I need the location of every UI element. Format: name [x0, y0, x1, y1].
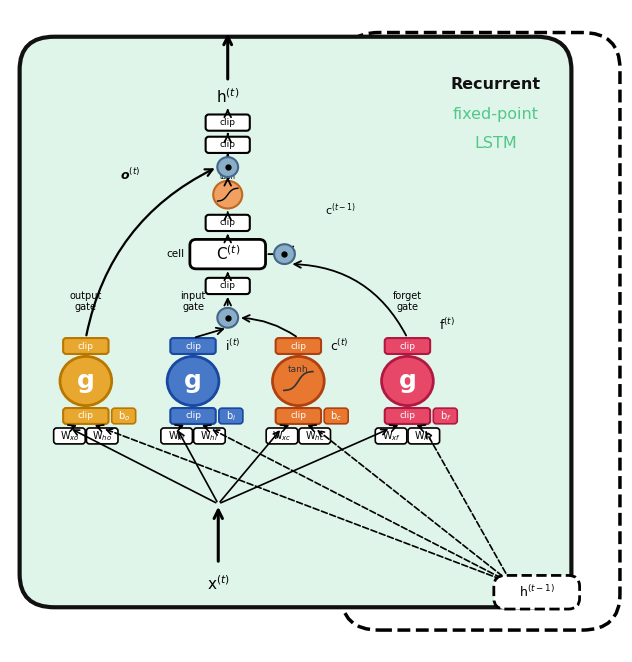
FancyBboxPatch shape	[205, 115, 250, 130]
Text: W$_{xo}$: W$_{xo}$	[59, 429, 79, 443]
Text: W$_{hc}$: W$_{hc}$	[305, 429, 325, 443]
Text: g: g	[399, 369, 416, 393]
Text: clip: clip	[185, 342, 201, 350]
Text: W$_{ho}$: W$_{ho}$	[92, 429, 112, 443]
Text: b$_c$: b$_c$	[331, 409, 342, 423]
Text: clip: clip	[290, 412, 307, 420]
Text: b$_o$: b$_o$	[118, 409, 130, 423]
FancyBboxPatch shape	[408, 428, 440, 444]
FancyBboxPatch shape	[63, 408, 109, 424]
FancyBboxPatch shape	[205, 137, 250, 153]
Text: Recurrent: Recurrent	[451, 77, 541, 92]
Circle shape	[213, 181, 242, 209]
FancyBboxPatch shape	[494, 575, 580, 609]
FancyBboxPatch shape	[266, 428, 298, 444]
FancyBboxPatch shape	[276, 338, 321, 354]
Circle shape	[272, 356, 324, 406]
Text: h$^{(t)}$: h$^{(t)}$	[216, 87, 240, 106]
FancyBboxPatch shape	[375, 428, 407, 444]
Text: clip: clip	[220, 140, 236, 150]
Text: c$^{(t-1)}$: c$^{(t-1)}$	[325, 201, 356, 218]
FancyBboxPatch shape	[324, 408, 348, 424]
Circle shape	[382, 356, 434, 406]
Text: clip: clip	[399, 342, 415, 350]
Text: f$^{(t)}$: f$^{(t)}$	[439, 317, 455, 333]
FancyBboxPatch shape	[276, 408, 321, 424]
FancyBboxPatch shape	[385, 408, 430, 424]
Text: output
gate: output gate	[70, 291, 102, 312]
Circle shape	[217, 308, 238, 328]
FancyBboxPatch shape	[171, 408, 216, 424]
FancyBboxPatch shape	[112, 408, 136, 424]
Text: o$^{(t)}$: o$^{(t)}$	[120, 167, 140, 183]
Text: forget
gate: forget gate	[393, 291, 422, 312]
Text: cell: cell	[167, 249, 185, 259]
Text: tanh: tanh	[220, 173, 236, 179]
FancyBboxPatch shape	[20, 36, 571, 607]
Text: b$_i$: b$_i$	[226, 409, 236, 423]
Text: clip: clip	[220, 118, 236, 127]
Text: g: g	[184, 369, 202, 393]
FancyBboxPatch shape	[161, 428, 192, 444]
Text: clip: clip	[185, 412, 201, 420]
Text: W$_{hf}$: W$_{hf}$	[414, 429, 434, 443]
Text: b$_f$: b$_f$	[439, 409, 451, 423]
FancyBboxPatch shape	[205, 214, 250, 231]
Text: clip: clip	[220, 281, 236, 291]
Text: c$^{(t)}$: c$^{(t)}$	[330, 338, 348, 354]
Text: LSTM: LSTM	[475, 136, 517, 151]
Text: x$^{(t)}$: x$^{(t)}$	[207, 574, 229, 593]
FancyBboxPatch shape	[190, 240, 265, 269]
Circle shape	[274, 244, 295, 264]
FancyBboxPatch shape	[54, 428, 85, 444]
Text: clip: clip	[78, 342, 94, 350]
Circle shape	[60, 356, 112, 406]
FancyBboxPatch shape	[434, 408, 458, 424]
Text: W$_{xc}$: W$_{xc}$	[272, 429, 291, 443]
FancyBboxPatch shape	[385, 338, 430, 354]
Text: W$_{xi}$: W$_{xi}$	[168, 429, 185, 443]
Text: h$^{(t-1)}$: h$^{(t-1)}$	[519, 585, 555, 600]
FancyBboxPatch shape	[205, 278, 250, 294]
Text: fixed-point: fixed-point	[453, 107, 538, 122]
FancyBboxPatch shape	[171, 338, 216, 354]
FancyBboxPatch shape	[87, 428, 118, 444]
Text: clip: clip	[399, 412, 415, 420]
Text: input
gate: input gate	[180, 291, 206, 312]
Text: g: g	[77, 369, 95, 393]
Text: clip: clip	[220, 218, 236, 228]
Text: tanh: tanh	[288, 365, 308, 374]
FancyBboxPatch shape	[219, 408, 243, 424]
FancyBboxPatch shape	[63, 338, 109, 354]
Text: clip: clip	[290, 342, 307, 350]
Text: W$_{hi}$: W$_{hi}$	[200, 429, 219, 443]
Text: C$^{(t)}$: C$^{(t)}$	[216, 245, 240, 263]
FancyBboxPatch shape	[299, 428, 331, 444]
Text: W$_{xf}$: W$_{xf}$	[382, 429, 401, 443]
Text: clip: clip	[78, 412, 94, 420]
Circle shape	[217, 157, 238, 177]
Circle shape	[167, 356, 219, 406]
FancyBboxPatch shape	[193, 428, 225, 444]
Text: i$^{(t)}$: i$^{(t)}$	[224, 338, 240, 354]
